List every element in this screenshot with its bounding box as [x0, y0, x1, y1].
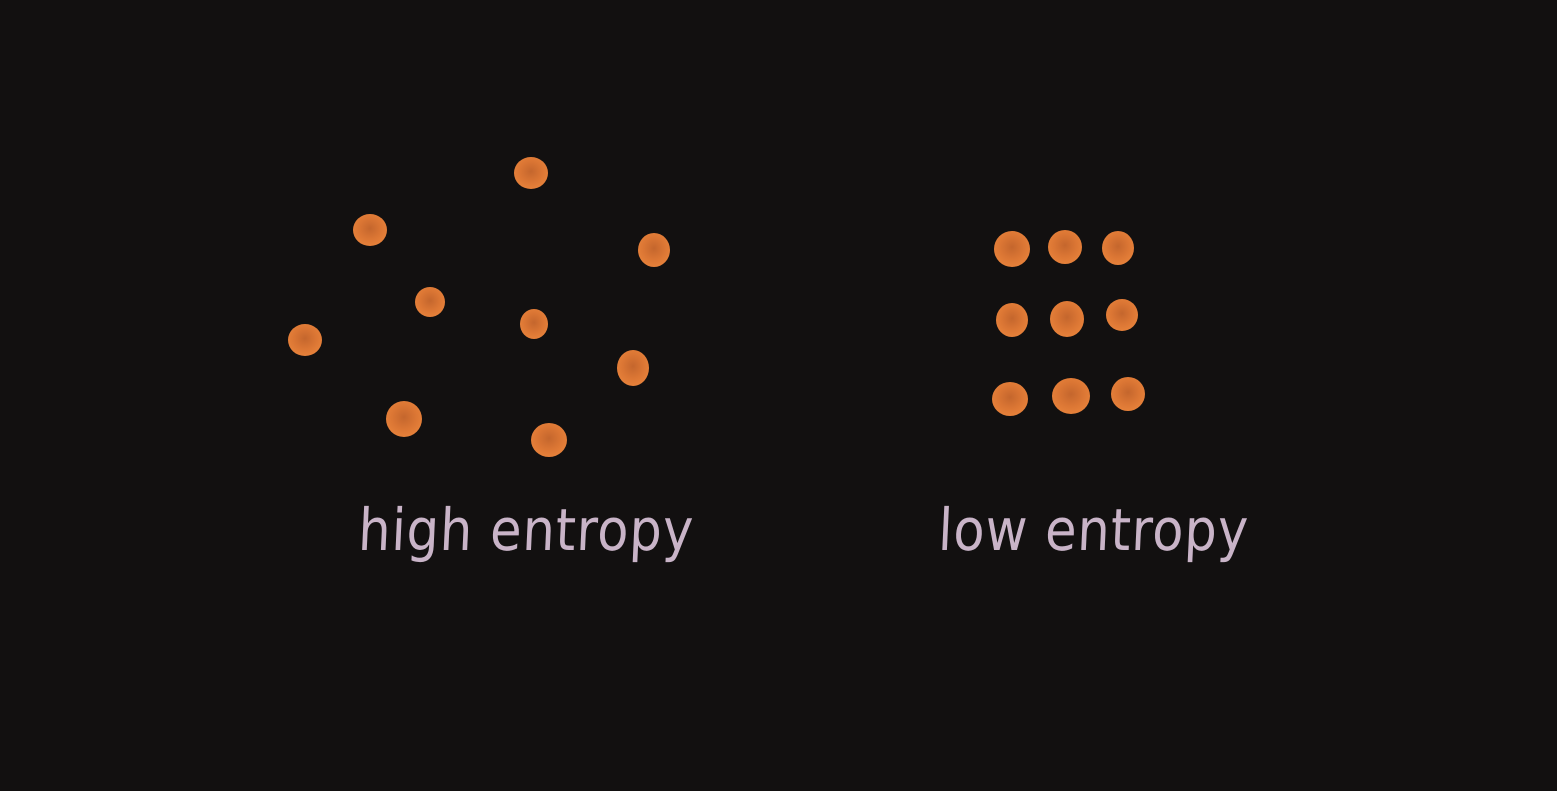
high-entropy-dot-6 — [288, 324, 322, 356]
high-entropy-dot-1 — [514, 157, 548, 189]
low-entropy-dot-9 — [1111, 377, 1145, 411]
low-entropy-dot-4 — [996, 303, 1028, 337]
high-entropy-label: high entropy — [356, 496, 696, 564]
low-entropy-dot-3 — [1102, 231, 1134, 265]
high-entropy-dot-9 — [531, 423, 567, 457]
low-entropy-dot-1 — [994, 231, 1030, 267]
low-entropy-dot-7 — [992, 382, 1028, 416]
low-entropy-dot-8 — [1052, 378, 1090, 414]
high-entropy-dot-5 — [520, 309, 548, 339]
low-entropy-dots — [992, 230, 1145, 416]
low-entropy-dot-5 — [1050, 301, 1084, 337]
high-entropy-dot-4 — [415, 287, 445, 317]
low-entropy-dot-2 — [1048, 230, 1082, 264]
high-entropy-dot-2 — [353, 214, 387, 246]
high-entropy-dot-7 — [617, 350, 649, 386]
high-entropy-dot-8 — [386, 401, 422, 437]
low-entropy-dot-6 — [1106, 299, 1138, 331]
low-entropy-label: low entropy — [936, 496, 1251, 564]
high-entropy-dot-3 — [638, 233, 670, 267]
high-entropy-dots — [288, 157, 670, 457]
